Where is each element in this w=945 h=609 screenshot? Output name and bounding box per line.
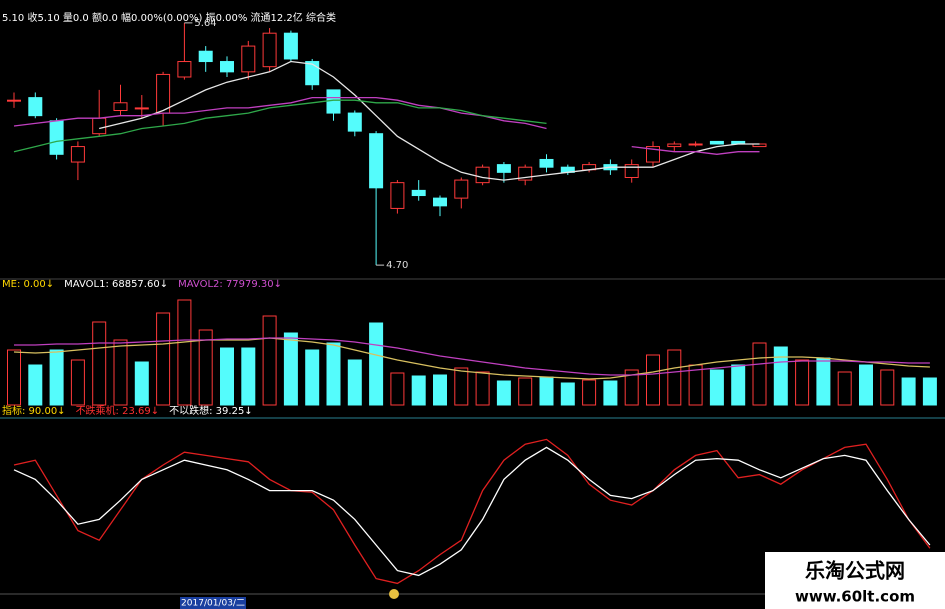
volume-bar <box>241 347 256 406</box>
volume-bar <box>859 364 873 406</box>
candle-body <box>624 164 639 179</box>
volume-bar <box>646 354 660 406</box>
volume-bar <box>560 382 575 406</box>
indicator-line <box>13 99 547 153</box>
volume-bar <box>667 349 682 406</box>
volume-bar <box>28 364 43 406</box>
header-text: 不以跌想: 39.25↓ <box>169 404 253 417</box>
volume-bar <box>7 349 21 406</box>
volume-bar <box>539 376 554 406</box>
header-text: 指标: 90.00↓ <box>2 404 66 417</box>
volume-bar <box>922 377 937 406</box>
candle-body <box>134 107 149 110</box>
header-text: 5.10 收5.10 量0.0 额0.0 幅0.00%(0.00%) 振0.00… <box>2 11 336 24</box>
date-label: 2017/01/03/二 <box>181 599 245 609</box>
candle-body <box>283 32 298 60</box>
indicator-line <box>13 96 760 155</box>
candle-body <box>305 61 320 86</box>
volume-bar <box>390 372 405 406</box>
candle-body <box>92 117 107 135</box>
candle-body <box>496 164 511 173</box>
candle-body <box>475 166 490 184</box>
indicator-line <box>13 446 931 577</box>
candle-body <box>177 61 192 78</box>
header-text: 不跌乘机: 23.69↓ <box>76 404 160 417</box>
candle-body <box>198 50 213 63</box>
volume-bar <box>177 299 192 406</box>
indicator-line <box>99 60 760 181</box>
volume-bar <box>795 359 810 406</box>
volume-bar <box>70 359 85 406</box>
candle-body <box>709 140 724 145</box>
header-text: MAVOL1: 68857.60↓ <box>64 279 168 290</box>
candle-body <box>667 143 682 148</box>
header-text: MAVOL2: 77979.30↓ <box>178 279 282 290</box>
candle-body <box>70 146 85 163</box>
indicator-line <box>13 438 931 585</box>
volume-bar <box>220 347 234 406</box>
candle-body <box>411 189 426 197</box>
volume-bar <box>496 380 511 406</box>
volume-bar <box>113 339 128 406</box>
volume-bar <box>326 342 341 406</box>
price-annotation: 4.70 <box>386 260 408 271</box>
candle-body <box>646 146 660 163</box>
volume-bar <box>837 371 852 406</box>
volume-bar <box>134 361 149 406</box>
volume-bar <box>369 322 384 406</box>
candle-body <box>369 133 384 189</box>
candle-body <box>390 182 405 209</box>
volume-bar <box>305 349 320 406</box>
volume-bar <box>433 374 447 406</box>
volume-bar <box>731 364 746 406</box>
volume-bar <box>752 342 767 406</box>
candle-body <box>220 61 234 73</box>
candle-body <box>433 197 447 207</box>
watermark-title: 乐淘公式网 <box>805 559 905 583</box>
volume-bar <box>475 371 490 406</box>
candle-body <box>326 89 341 114</box>
watermark-box <box>765 552 945 609</box>
volume-bar <box>156 312 171 406</box>
volume-bar <box>901 377 916 406</box>
volume-bar <box>92 321 107 406</box>
volume-bar <box>518 377 533 406</box>
volume-bar <box>603 380 618 406</box>
volume-bar <box>49 349 64 406</box>
candle-body <box>262 32 277 68</box>
candle-body <box>539 158 554 168</box>
volume-bar <box>347 359 362 406</box>
candle-body <box>454 179 469 199</box>
date-box <box>180 597 246 609</box>
candle-body <box>241 45 256 73</box>
candle-body <box>28 97 43 117</box>
candle-body <box>347 112 362 132</box>
header-text: ME: 0.00↓ <box>2 279 54 290</box>
volume-bar <box>624 369 639 406</box>
candle-body <box>156 73 171 114</box>
volume-bar <box>262 315 277 406</box>
candle-body <box>688 143 703 146</box>
volume-bar <box>816 357 831 406</box>
volume-bar <box>709 369 724 406</box>
candle-body <box>49 120 64 155</box>
price-annotation: 5.64 <box>194 18 216 29</box>
volume-bar <box>880 369 895 406</box>
cursor-icon <box>389 589 399 599</box>
candle-body <box>7 99 21 102</box>
volume-bar <box>283 332 298 406</box>
volume-bar <box>411 375 426 406</box>
candle-body <box>113 102 128 112</box>
volume-bar <box>582 379 597 406</box>
volume-bar <box>773 346 788 406</box>
volume-bar <box>198 329 213 406</box>
volume-bar <box>454 367 469 406</box>
watermark-url: www.60lt.com <box>795 588 915 606</box>
indicator-line <box>14 337 930 376</box>
indicator-line <box>13 337 930 380</box>
